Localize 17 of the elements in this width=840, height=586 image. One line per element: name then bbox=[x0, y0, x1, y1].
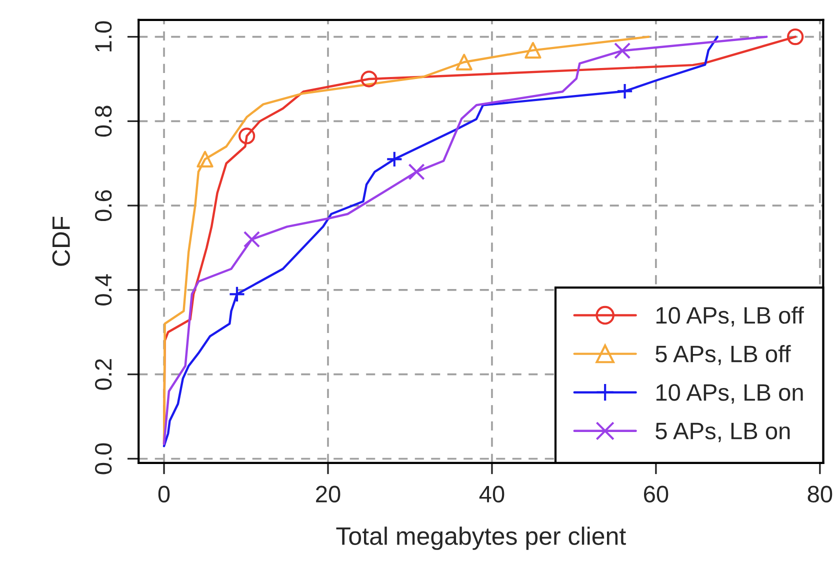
y-tick-label: 0.6 bbox=[94, 190, 112, 222]
x-tick-label: 20 bbox=[316, 486, 340, 503]
y-tick-label: 1.0 bbox=[94, 21, 112, 52]
legend-label: 5 APs, LB off bbox=[656, 344, 791, 366]
y-tick-label: 0.4 bbox=[94, 274, 112, 306]
x-axis-title: Total megabytes per client bbox=[336, 526, 626, 550]
legend-label: 10 APs, LB on bbox=[656, 384, 803, 404]
legend-label: 5 APs, LB on bbox=[656, 422, 790, 442]
x-tick-label: 80 bbox=[808, 486, 832, 503]
legend-label: 10 APs, LB off bbox=[656, 306, 804, 327]
y-tick-label: 0.2 bbox=[94, 359, 112, 390]
y-axis-title: CDF bbox=[52, 216, 70, 266]
x-tick-label: 40 bbox=[479, 486, 504, 503]
y-tick-label: 0.0 bbox=[94, 443, 112, 474]
x-tick-label: 0 bbox=[158, 486, 170, 503]
y-tick-label: 0.8 bbox=[94, 106, 112, 137]
x-tick-label: 60 bbox=[644, 486, 668, 503]
